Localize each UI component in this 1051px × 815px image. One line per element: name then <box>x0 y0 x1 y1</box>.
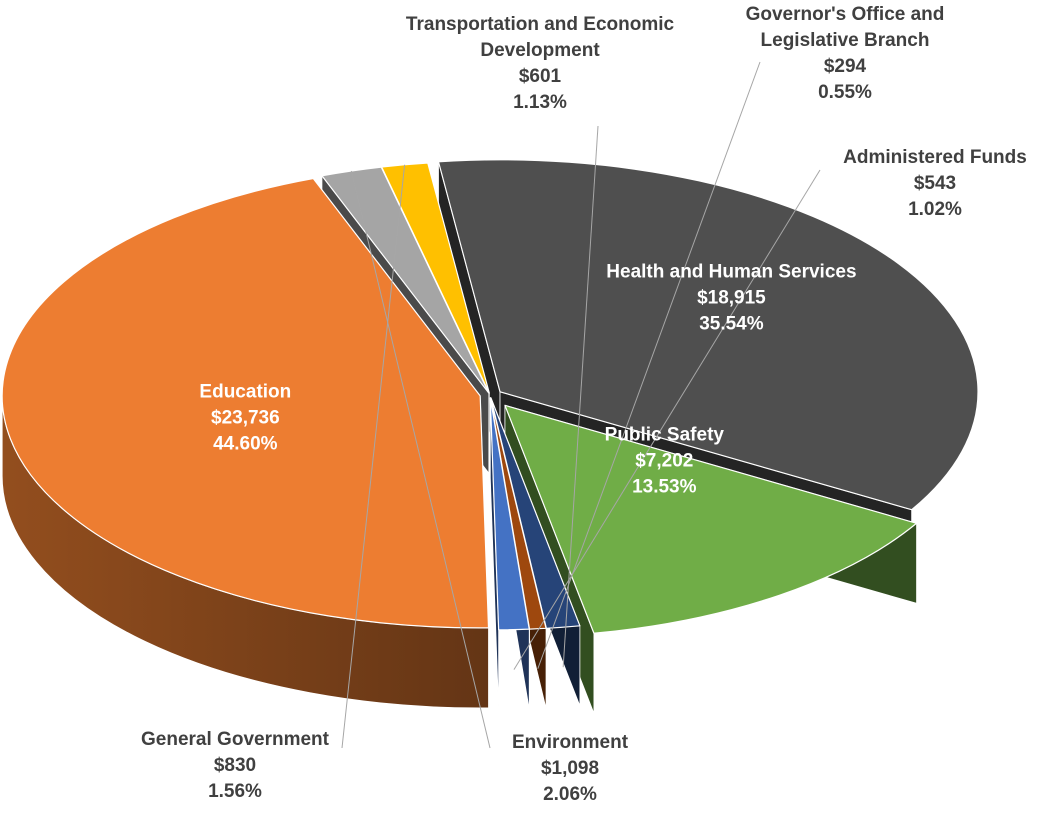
label-administered-funds: Administered Funds $543 1.02% <box>843 147 1027 220</box>
leader-environment <box>350 170 491 749</box>
leader-governor-s-office-and-legislative-branch <box>537 61 761 669</box>
label-transportation-and-economic-development: Transportation and Economic Development $6… <box>406 14 675 113</box>
label-health-and-human-services: Health and Human Services $18,915 35.54% <box>606 262 856 335</box>
leader-transportation-and-economic-development <box>562 125 599 668</box>
label-public-safety: Public Safety $7,202 13.53% <box>605 424 725 497</box>
slice-administered-funds <box>489 397 530 631</box>
slice-general-government <box>381 162 490 394</box>
leader-administered-funds <box>513 169 821 670</box>
label-leaders <box>341 61 821 749</box>
leader-general-government <box>341 164 406 749</box>
label-education: Education $23,736 44.60% <box>199 381 291 454</box>
label-governor-s-office-and-legislative-branch: Governor's Office and Legislative Branch $… <box>746 4 945 103</box>
pie-tops <box>1 159 979 634</box>
label-environment: Environment $1,098 2.06% <box>512 732 629 805</box>
label-general-government: General Government $830 1.56% <box>141 729 330 802</box>
data-labels: Education $23,736 44.60% Environment $1,098 2… <box>141 4 1027 805</box>
slice-health-and-human-services <box>437 159 979 511</box>
slice-public-safety <box>504 404 918 634</box>
